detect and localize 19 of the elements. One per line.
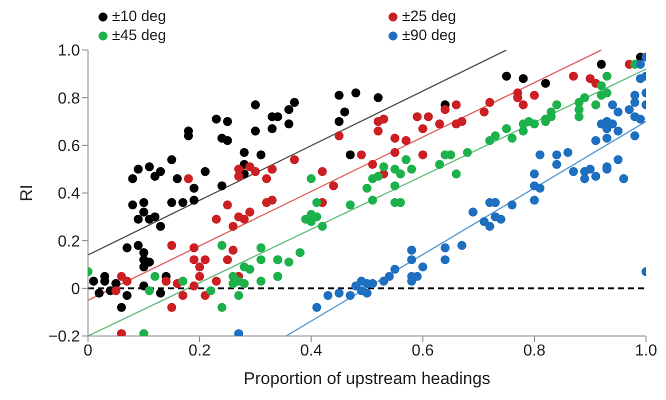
y-tick-label: 1.0 — [58, 42, 80, 60]
x-axis-title: Proportion of upstream headings — [244, 369, 490, 388]
legend-label: ±10 deg — [112, 8, 166, 25]
x-tick-label: 0.4 — [300, 342, 322, 360]
y-tick-label: 0.4 — [58, 186, 80, 203]
x-tick-label: 0.8 — [523, 342, 546, 360]
y-axis-title: RI — [17, 184, 36, 202]
y-tick-label: −0.2 — [48, 328, 80, 346]
y-tick-label: 0.2 — [58, 233, 80, 250]
y-tick-label: 0 — [71, 281, 80, 298]
legend-label: ±45 deg — [112, 27, 166, 44]
y-tick-label: 0.8 — [58, 90, 80, 108]
legend-label: ±25 deg — [402, 8, 456, 25]
x-tick-label: 0.6 — [412, 342, 434, 360]
y-tick-label: 0.6 — [58, 138, 80, 156]
x-tick-label: 1.0 — [634, 342, 658, 360]
x-tick-label: 0.2 — [188, 342, 211, 360]
x-tick-label: 0 — [84, 342, 93, 360]
legend-label: ±90 deg — [402, 27, 456, 44]
